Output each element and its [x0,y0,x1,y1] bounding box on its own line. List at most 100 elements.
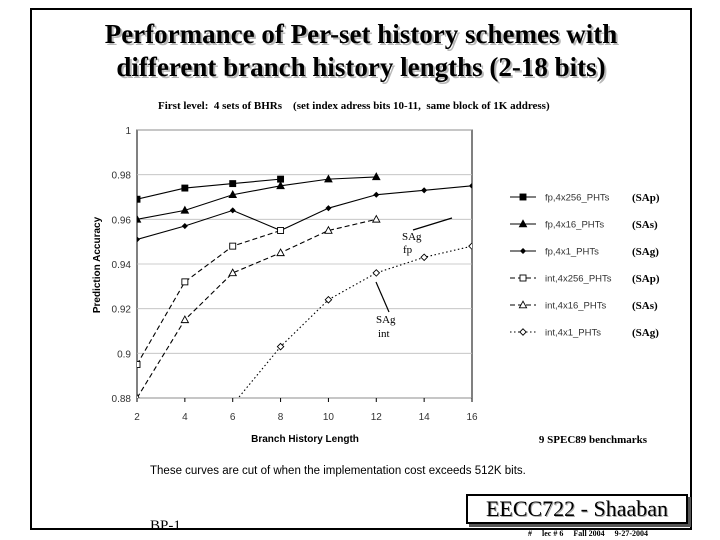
y-tick-label: 0.88 [112,394,132,405]
slide-frame [30,8,692,530]
data-point [137,361,141,368]
data-point [228,268,238,277]
y-tick-label: 0.96 [112,215,132,226]
y-axis-label: Prediction Accuracy [92,216,103,313]
series-line-3 [137,185,472,240]
legend: fp,4x256_PHTs (SAp) fp,4x16_PHTs (SAs) fp,4x… [510,192,660,339]
legend-marker [519,328,527,336]
series-line-2 [137,176,377,220]
benchmark-note: 9 SPEC89 benchmarks [539,434,648,446]
series-5 [137,214,381,398]
legend-marker [519,247,527,255]
data-point [229,242,237,250]
footer-date: 9-27-2004 [614,529,648,538]
course-banner: EECC722 - Shaaban [466,494,688,524]
series-4 [137,227,285,368]
data-point [372,269,381,277]
x-tick-label: 2 [134,412,140,423]
y-tick-label: 1 [125,126,131,137]
footer-hash: # [528,529,532,538]
data-point [468,182,472,189]
legend-label: int,4x256_PHTs [545,274,612,285]
data-point [324,225,333,234]
data-point [371,172,381,181]
y-tick-label: 0.92 [112,305,132,316]
data-point [276,248,285,257]
series-6 [134,242,472,441]
legend-tag: (SAp) [632,192,660,204]
data-point [181,184,189,192]
series-line-5 [137,218,377,398]
data-point [181,278,189,286]
legend-tag: (SAg) [632,327,659,339]
legend-tag: (SAg) [632,246,659,258]
x-tick-label: 4 [182,412,188,423]
legend-tag: (SAs) [632,300,658,312]
data-point [180,315,190,324]
legend-marker [519,193,527,201]
y-tick-label: 0.94 [112,260,132,271]
cost-cutoff-note: These curves are cut of when the impleme… [150,465,526,477]
slide-number: BP-1 [150,518,181,534]
y-tick-label: 0.98 [112,171,132,182]
data-point [373,191,380,198]
y-axis-ticks: 0.88 0.9 0.92 0.94 0.96 0.98 1 [112,126,132,405]
footer-term: Fall 2004 [573,529,605,538]
series-line-1 [137,178,281,200]
annotation-arrow-sag-int [375,281,390,313]
legend-tag: (SAs) [632,219,658,231]
data-point [134,435,140,441]
data-point [137,195,141,203]
data-point [277,227,285,234]
annotation-arrow-sag-fp [412,217,453,231]
slide-title-line1: Performance of Per-set history schemes w… [104,19,618,49]
legend-label: int,4x1_PHTs [545,328,601,339]
x-tick-label: 14 [419,412,431,423]
legend-label: fp,4x1_PHTs [545,247,599,258]
y-tick-label: 0.9 [117,349,131,360]
data-point [137,393,140,398]
data-point [229,207,236,214]
data-point [229,180,237,188]
x-tick-label: 6 [230,412,236,423]
data-point [420,253,428,262]
footer-lecture: lec # 6 [542,529,564,538]
footer-meta: # lec # 6 Fall 2004 9-27-2004 [528,529,656,538]
x-tick-label: 12 [371,412,383,423]
data-point [137,236,141,243]
x-tick-label: 16 [466,412,478,423]
data-point [325,205,332,212]
series-group [134,172,472,441]
annotation-sag-fp-line1: SAg [402,231,422,243]
data-point [181,222,188,230]
slide-title: Performance of Per-set history schemes w… [30,18,692,84]
series-1 [137,175,285,203]
series-line-6 [237,245,472,398]
legend-marker [518,219,528,228]
x-tick-label: 8 [278,412,284,423]
data-point [137,214,142,223]
legend-marker [519,274,527,282]
annotation-sag-int-line1: SAg [376,314,396,326]
data-point [230,402,236,408]
data-point [276,342,285,351]
legend-label: fp,4x256_PHTs [545,193,610,204]
legend-label: fp,4x16_PHTs [545,220,604,231]
annotations: SAg fp SAg int [375,217,453,340]
chart-subtitle: First level: 4 sets of BHRs (set index a… [158,100,550,112]
annotation-sag-int-line2: int [378,328,390,340]
legend-marker [518,300,528,309]
data-point [180,205,190,214]
slide-title-line2: different branch history lengths (2-18 b… [116,52,606,82]
series-2 [137,172,381,223]
x-axis-label: Branch History Length [251,434,359,445]
series-line-4 [137,229,281,365]
data-point [371,214,381,223]
data-point [324,295,333,304]
data-point [276,181,285,190]
x-axis-ticks: 2 4 6 8 10 12 14 16 [134,398,478,423]
legend-label: int,4x16_PHTs [545,301,607,312]
annotation-sag-fp-line2: fp [403,244,413,256]
x-tick-label: 10 [323,412,335,423]
